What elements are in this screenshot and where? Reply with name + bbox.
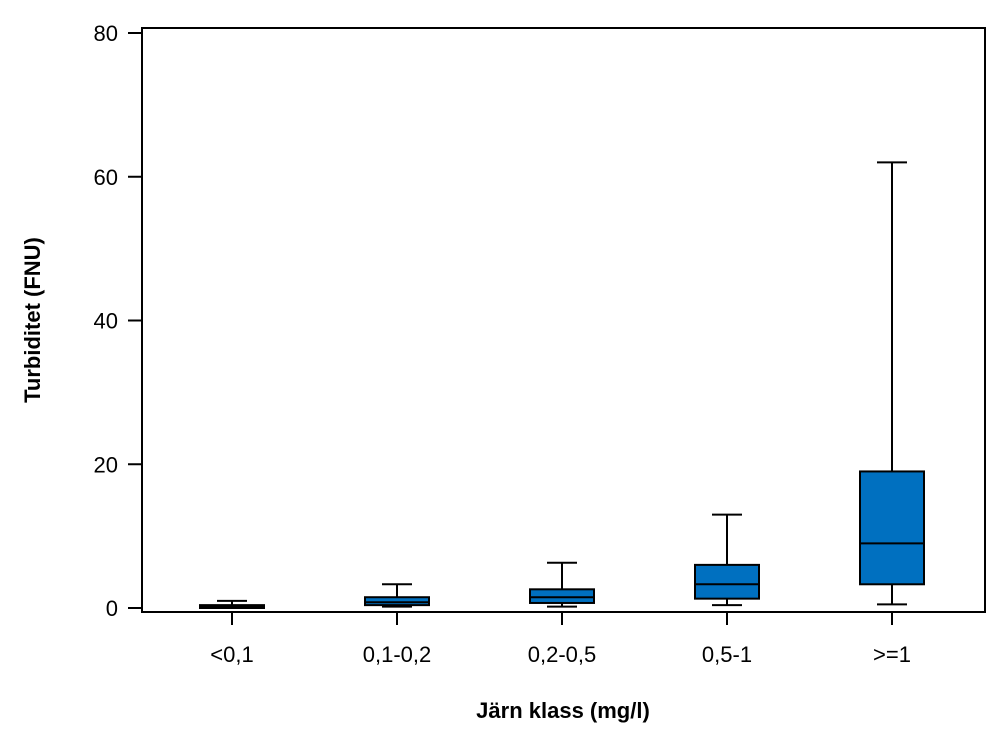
y-tick-label: 20 [94,452,118,477]
x-axis-label: Järn klass (mg/l) [476,698,650,723]
y-axis-label: Turbiditet (FNU) [20,237,45,403]
x-tick-label: >=1 [873,642,911,667]
y-axis: 0 20 40 60 80 [94,21,142,621]
y-tick-label: 40 [94,309,118,334]
iqr-box [529,588,595,604]
box-group [859,161,925,606]
x-tick-label: 0,5-1 [702,642,752,667]
y-tick-label: 60 [94,165,118,190]
boxes [199,161,925,609]
box-group [199,599,265,609]
x-axis: <0,1 0,1-0,2 0,2-0,5 0,5-1 >=1 [210,612,911,667]
y-tick-label: 0 [106,596,118,621]
y-tick-label: 80 [94,21,118,46]
iqr-box [364,596,430,607]
iqr-box [859,470,925,586]
plot-frame [141,27,986,613]
x-tick-label: 0,1-0,2 [363,642,432,667]
box-group [529,561,595,608]
x-tick-label: 0,2-0,5 [528,642,597,667]
iqr-box [694,563,760,600]
box-group [694,513,760,607]
box-group [364,583,430,608]
x-tick-label: <0,1 [210,642,253,667]
